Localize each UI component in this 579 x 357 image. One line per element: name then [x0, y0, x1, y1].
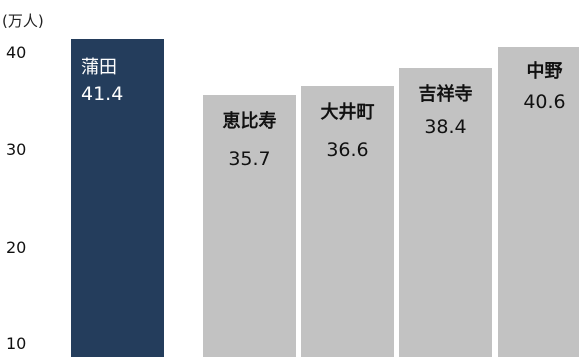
bar-value-label: 36.6 — [326, 138, 369, 161]
bar-value-label: 40.6 — [523, 90, 566, 113]
bar-category-label: 大井町 — [320, 101, 375, 123]
bar-value-label: 38.4 — [424, 116, 467, 139]
bar-category-label: 吉祥寺 — [418, 84, 473, 106]
bar-2: 恵比寿 35.7 — [203, 94, 296, 357]
y-tick-40: 40 — [6, 42, 27, 62]
y-axis-unit-label: (万人) — [2, 12, 44, 30]
y-tick-10: 10 — [6, 334, 27, 353]
bar-category-label: 恵比寿 — [222, 110, 277, 132]
bar-category-label: 蒲田 — [81, 57, 117, 78]
bar-value-label: 35.7 — [228, 147, 271, 170]
bar-1: 蒲田 41.4 — [71, 39, 164, 357]
bar-category-label: 中野 — [526, 60, 563, 82]
bar-3: 大井町 36.6 — [301, 85, 394, 357]
bar-value-label: 41.4 — [81, 83, 124, 105]
bar-4: 吉祥寺 38.4 — [399, 68, 492, 357]
y-tick-20: 20 — [6, 237, 27, 257]
bar-5: 中野 40.6 — [498, 46, 579, 357]
y-tick-30: 30 — [6, 140, 27, 160]
